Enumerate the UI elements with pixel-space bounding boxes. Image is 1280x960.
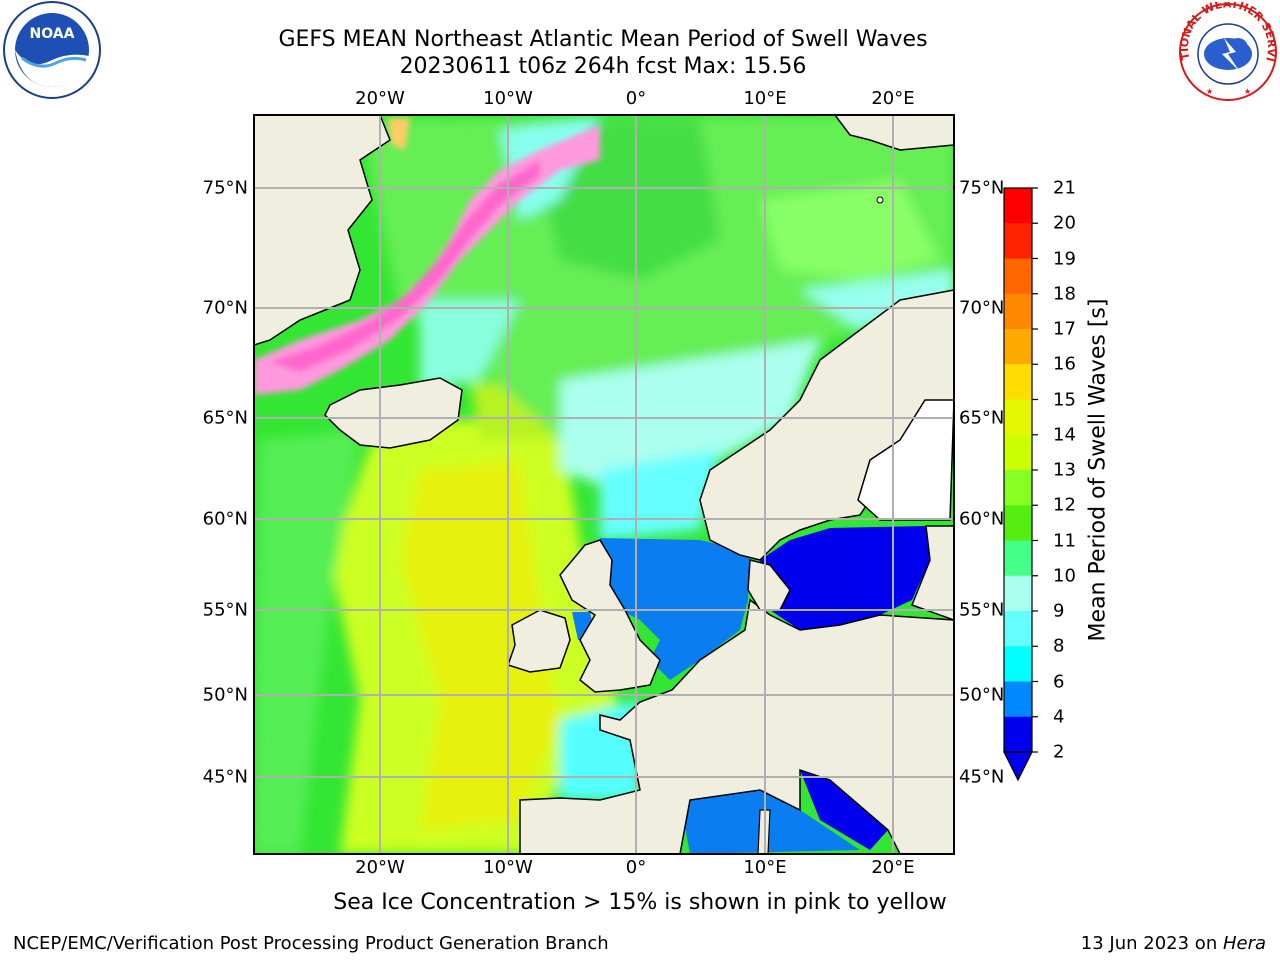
colorbar-segment — [1004, 364, 1032, 400]
colorbar-segment — [1004, 188, 1032, 224]
lat-label-right: 70°N — [959, 297, 1005, 319]
lon-label-bottom: 20°W — [355, 857, 405, 878]
colorbar-tick-label: 16 — [1053, 353, 1076, 375]
colorbar-tick-label: 13 — [1053, 459, 1076, 481]
lon-label-bottom: 10°W — [483, 857, 533, 878]
lat-label-right: 65°N — [959, 407, 1005, 429]
lat-label-left: 60°N — [202, 508, 248, 530]
colorbar-segment — [1004, 646, 1032, 682]
organization-credit: NCEP/EMC/Verification Post Processing Pr… — [13, 933, 609, 954]
colorbar-segment — [1004, 540, 1032, 577]
lat-label-left: 45°N — [202, 766, 248, 788]
colorbar-segment — [1004, 258, 1032, 295]
colorbar-segment — [1004, 223, 1032, 259]
colorbar — [1004, 188, 1032, 753]
colorbar-segment — [1004, 470, 1032, 506]
colorbar-tick-label: 20 — [1053, 212, 1076, 234]
greenland — [254, 115, 391, 346]
svg-text:★: ★ — [1244, 87, 1251, 96]
baltic-low-swell — [760, 526, 930, 630]
colorbar-segment — [1004, 434, 1032, 471]
lon-label-bottom: 0° — [625, 857, 647, 878]
lat-label-right: 45°N — [959, 766, 1005, 788]
lat-label-right: 50°N — [959, 684, 1005, 706]
lat-label-right: 60°N — [959, 508, 1005, 530]
lon-label-bottom: 20°E — [871, 857, 915, 878]
lon-label-top: 10°E — [743, 88, 787, 109]
colorbar-segment — [1004, 505, 1032, 541]
generated-date-text: 13 Jun 2023 on — [1080, 933, 1223, 954]
colorbar-segment — [1004, 329, 1032, 365]
noaa-logo: NOAA — [3, 1, 101, 99]
ireland — [507, 609, 571, 673]
chart-subtitle: 20230611 t06z 264h fcst Max: 15.56 — [399, 54, 807, 79]
lon-label-top: 0° — [625, 88, 647, 109]
sea-ice-note: Sea Ice Concentration > 15% is shown in … — [333, 890, 947, 915]
colorbar-extend-arrow — [1003, 751, 1033, 782]
iceland — [324, 377, 463, 449]
colorbar-tick-label: 2 — [1053, 741, 1065, 763]
colorbar-tick-label: 11 — [1053, 530, 1076, 551]
lat-label-left: 75°N — [202, 177, 248, 199]
colorbar-tick-label: 19 — [1053, 248, 1076, 269]
colorbar-tick-label: 10 — [1053, 565, 1076, 587]
svalbard — [834, 115, 954, 151]
colorbar-tick-label: 9 — [1053, 600, 1065, 622]
colorbar-segment — [1004, 575, 1032, 612]
lon-label-top: 10°W — [483, 88, 533, 109]
colorbar-tick-label: 12 — [1053, 494, 1076, 516]
colorbar-segment — [1004, 716, 1032, 753]
colorbar-label: Mean Period of Swell Waves [s] — [1085, 298, 1111, 642]
svg-text:NOAA: NOAA — [30, 26, 75, 42]
colorbar-tick-label: 8 — [1053, 635, 1065, 657]
colorbar-segment — [1004, 611, 1032, 647]
colorbar-tick-label: 6 — [1053, 671, 1065, 692]
chart-title: GEFS MEAN Northeast Atlantic Mean Period… — [278, 27, 928, 52]
colorbar-tick-label: 21 — [1053, 177, 1076, 199]
lat-label-left: 50°N — [202, 684, 248, 706]
generated-date: 13 Jun 2023 on Hera — [1081, 933, 1266, 954]
svg-text:★: ★ — [1206, 87, 1213, 96]
lon-label-top: 20°E — [871, 88, 915, 109]
graticule — [254, 115, 954, 854]
lat-label-left: 70°N — [202, 297, 248, 319]
colorbar-tick-label: 18 — [1053, 283, 1076, 305]
nws-logo: NATIONAL WEATHER SERVICE ★ ★ — [1176, 2, 1278, 101]
lon-label-top: 20°W — [355, 88, 405, 109]
lat-label-left: 65°N — [202, 407, 248, 429]
colorbar-tick-label: 14 — [1053, 424, 1076, 446]
colorbar-segment — [1004, 681, 1032, 718]
lat-label-right: 75°N — [959, 177, 1005, 199]
colorbar-segment — [1004, 293, 1032, 330]
colorbar-tick-label: 4 — [1053, 706, 1065, 728]
lat-label-right: 55°N — [959, 599, 1005, 621]
lon-label-bottom: 10°E — [743, 857, 787, 878]
map-frame — [253, 114, 955, 855]
colorbar-tick-label: 17 — [1053, 318, 1076, 340]
lat-label-left: 55°N — [202, 599, 248, 621]
colorbar-tick-label: 15 — [1053, 389, 1076, 410]
colorbar-segment — [1004, 399, 1032, 436]
machine-name: Hera — [1222, 933, 1266, 954]
